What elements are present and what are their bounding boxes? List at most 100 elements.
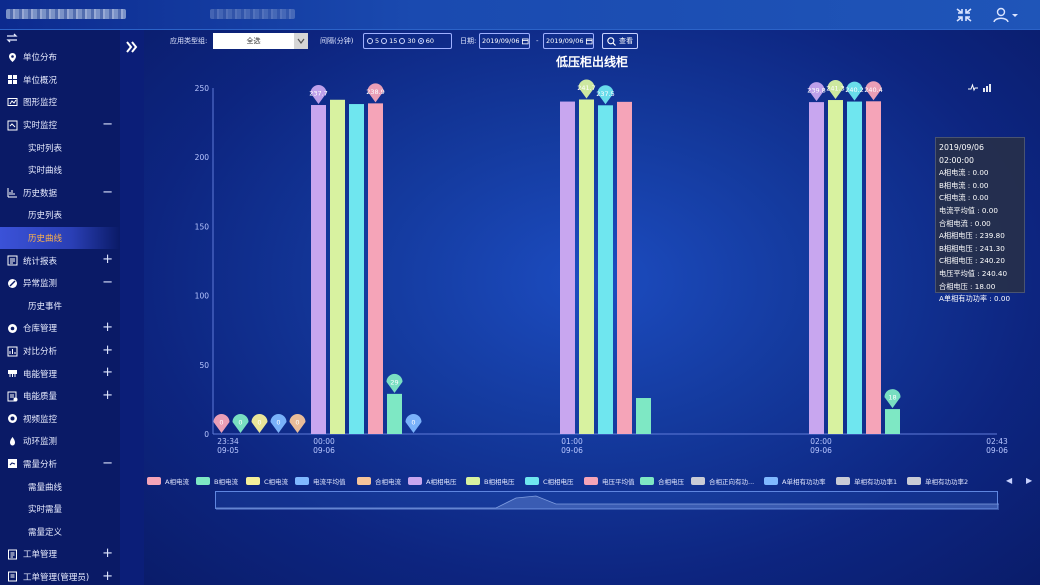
legend-item[interactable]: B相相电压 [466,476,514,486]
expand-icon[interactable]: + [102,320,113,336]
bar [866,101,881,434]
legend-item[interactable]: 合相电压 [640,476,684,486]
data-pin-label: 0 [295,419,299,427]
legend-label: 合相电压 [658,478,684,486]
interval-radio-group: 5 15 30 60 [363,33,452,49]
sidebar-item-11[interactable]: 历史事件 [0,295,120,318]
collapse-icon[interactable]: − [102,274,113,290]
legend-label: A相电流 [165,478,189,486]
sidebar-item-label: 需量曲线 [28,482,63,493]
sidebar-item-2[interactable]: 图形监控 [0,91,120,114]
y-tick-label: 100 [195,292,210,301]
env-icon [6,435,18,447]
legend-item[interactable]: B相电流 [196,476,238,486]
expand-icon[interactable]: + [102,568,113,584]
chart-toolbox [968,77,993,96]
type-select[interactable]: 全选 [213,33,308,49]
y-tick-label: 150 [195,222,210,231]
sidebar-item-5[interactable]: 实时曲线 [0,159,120,182]
sidebar-item-19[interactable]: 需量曲线 [0,475,120,498]
sidebar-item-13[interactable]: 对比分析 + [0,340,120,363]
legend-item[interactable]: 单相有功功率1 [836,476,897,486]
expand-icon[interactable]: + [102,546,113,562]
energy-icon [6,368,18,380]
grid-icon [6,74,18,86]
sidebar-item-1[interactable]: 单位概况 [0,69,120,92]
sidebar-item-14[interactable]: 电能管理 + [0,362,120,385]
sidebar-item-22[interactable]: 工单管理 + [0,543,120,566]
legend-next-icon[interactable]: ▶ [1026,476,1033,485]
sidebar-item-8[interactable]: 历史曲线 [0,226,120,250]
legend-item[interactable]: C相电流 [246,476,288,486]
legend-swatch [147,477,161,485]
sidebar-item-18[interactable]: 需量分析 − [0,453,120,476]
sidebar-item-label: 实时需量 [28,505,63,516]
y-tick-label: 0 [204,430,209,439]
compare-icon [6,345,18,357]
calendar-icon [522,38,529,45]
legend-item[interactable]: 合相电流 [357,476,401,486]
x-tick-date: 09-06 [313,446,335,455]
sidebar-item-23[interactable]: 工单管理(管理员) + [0,566,120,585]
expand-icon[interactable]: + [102,365,113,381]
bar [617,101,632,434]
collapse-icon[interactable]: − [102,116,113,132]
collapse-icon[interactable]: − [102,455,113,471]
x-tick-time: 23:34 [217,437,239,446]
chart-tooltip: 2019/09/06 02:00:00 A相电流 : 0.00 B相电流 : 0.0… [935,137,1025,303]
tooltip-line: 合相电流 : 0.00 [939,218,991,228]
sidebar-item-12[interactable]: 仓库管理 + [0,317,120,340]
legend-item[interactable]: 电压平均值 [584,476,635,486]
data-pin [808,82,825,102]
swap-icon[interactable] [0,30,120,46]
data-pin [405,414,422,433]
user-icon[interactable] [992,6,1022,24]
sidebar-item-17[interactable]: 动环监测 [0,430,120,453]
legend-item[interactable]: A单相有功功率 [764,476,825,486]
expand-icon[interactable]: + [102,387,113,403]
legend-item[interactable]: A相电流 [147,476,189,486]
sidebar-item-10[interactable]: 异常监测 − [0,272,120,295]
x-tick-time: 02:43 [986,437,1008,446]
legend-label: 单相有功功率1 [854,478,898,486]
compress-icon[interactable] [955,7,973,23]
data-zoom-slider[interactable] [215,491,999,510]
calendar-icon [586,38,593,45]
interval-radio-60[interactable]: 60 [417,37,434,45]
date-from-input[interactable]: 2019/09/06 [479,33,530,49]
interval-radio-30[interactable]: 30 [399,37,416,45]
sidebar-item-7[interactable]: 历史列表 [0,204,120,227]
sidebar-item-16[interactable]: 视频监控 [0,408,120,431]
collapse-icon[interactable]: − [102,184,113,200]
bar-chart-icon[interactable] [983,77,993,96]
interval-radio-15[interactable]: 15 [381,37,397,45]
sidebar-item-3[interactable]: 实时监控 − [0,114,120,137]
history-icon [6,187,18,199]
interval-radio-5[interactable]: 5 [367,37,379,45]
sidebar-item-15[interactable]: 电能质量 + [0,385,120,408]
expand-icon[interactable]: + [102,342,113,358]
x-tick-date: 09-06 [561,446,583,455]
sidebar-item-20[interactable]: 实时需量 [0,498,120,521]
sidebar-item-6[interactable]: 历史数据 − [0,182,120,205]
tooltip-line: A相相电压 : 239.80 [939,231,1005,241]
legend-swatch [357,477,371,485]
double-chevron-right-icon[interactable] [126,38,138,57]
sidebar-item-9[interactable]: 统计报表 + [0,249,120,272]
legend-prev-icon[interactable]: ◀ [1006,476,1013,485]
legend-item[interactable]: 电流平均值 [295,476,346,486]
legend-swatch [525,477,539,485]
query-button[interactable]: 查看 [602,33,638,49]
expand-icon[interactable]: + [102,252,113,268]
radio-dot-icon [367,38,373,44]
sidebar-item-0[interactable]: 单位分布 [0,46,120,69]
legend-item[interactable]: C相相电压 [525,476,574,486]
legend-item[interactable]: 单相有功功率2 [907,476,968,486]
line-chart-icon[interactable] [968,77,978,96]
legend-item[interactable]: A相相电压 [408,476,456,486]
admin-icon [6,571,18,583]
date-to-input[interactable]: 2019/09/06 [543,33,594,49]
legend-item[interactable]: 合相正向有功... [691,476,754,486]
sidebar-item-4[interactable]: 实时列表 [0,136,120,159]
sidebar-item-21[interactable]: 需量定义 [0,520,120,543]
